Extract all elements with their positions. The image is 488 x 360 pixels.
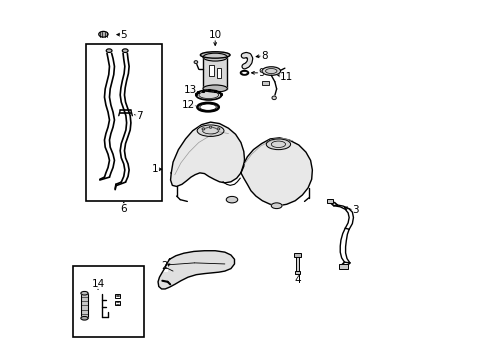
Ellipse shape: [262, 67, 280, 75]
Ellipse shape: [203, 85, 227, 92]
Ellipse shape: [266, 139, 290, 150]
Ellipse shape: [209, 126, 212, 128]
Text: 4: 4: [293, 275, 300, 285]
Polygon shape: [241, 138, 312, 206]
Bar: [208, 65, 214, 76]
Ellipse shape: [200, 52, 229, 58]
Ellipse shape: [202, 128, 204, 130]
Text: 6: 6: [120, 203, 127, 213]
Text: 9: 9: [258, 68, 264, 78]
Bar: [216, 68, 221, 78]
Text: 12: 12: [181, 100, 194, 110]
Bar: [115, 294, 120, 298]
Ellipse shape: [81, 292, 88, 295]
Ellipse shape: [226, 197, 237, 203]
Bar: [293, 252, 300, 257]
Polygon shape: [170, 122, 244, 186]
Polygon shape: [158, 251, 234, 289]
Bar: [85, 44, 162, 202]
Ellipse shape: [99, 31, 108, 37]
Ellipse shape: [203, 53, 227, 61]
Bar: [295, 256, 299, 271]
Text: 11: 11: [280, 72, 293, 82]
Ellipse shape: [106, 49, 112, 53]
Text: 13: 13: [183, 85, 197, 95]
Text: 10: 10: [208, 30, 222, 40]
Bar: [115, 301, 120, 305]
Ellipse shape: [81, 316, 88, 320]
Ellipse shape: [196, 90, 221, 100]
Ellipse shape: [271, 203, 282, 208]
Bar: [203, 57, 227, 89]
Ellipse shape: [197, 125, 224, 136]
Text: 14: 14: [91, 279, 104, 289]
Ellipse shape: [122, 49, 128, 53]
Bar: [294, 271, 300, 274]
Text: 8: 8: [260, 51, 267, 61]
Text: 7: 7: [136, 111, 142, 121]
Text: 1: 1: [152, 164, 158, 174]
Text: 3: 3: [351, 205, 358, 215]
Text: 2: 2: [161, 261, 167, 271]
Bar: [73, 266, 144, 337]
Ellipse shape: [217, 128, 220, 130]
Bar: [326, 199, 332, 203]
Ellipse shape: [271, 96, 276, 100]
Bar: [339, 264, 347, 269]
Text: 5: 5: [120, 30, 127, 40]
Bar: [81, 293, 88, 318]
Ellipse shape: [194, 61, 197, 64]
Bar: [262, 81, 268, 85]
